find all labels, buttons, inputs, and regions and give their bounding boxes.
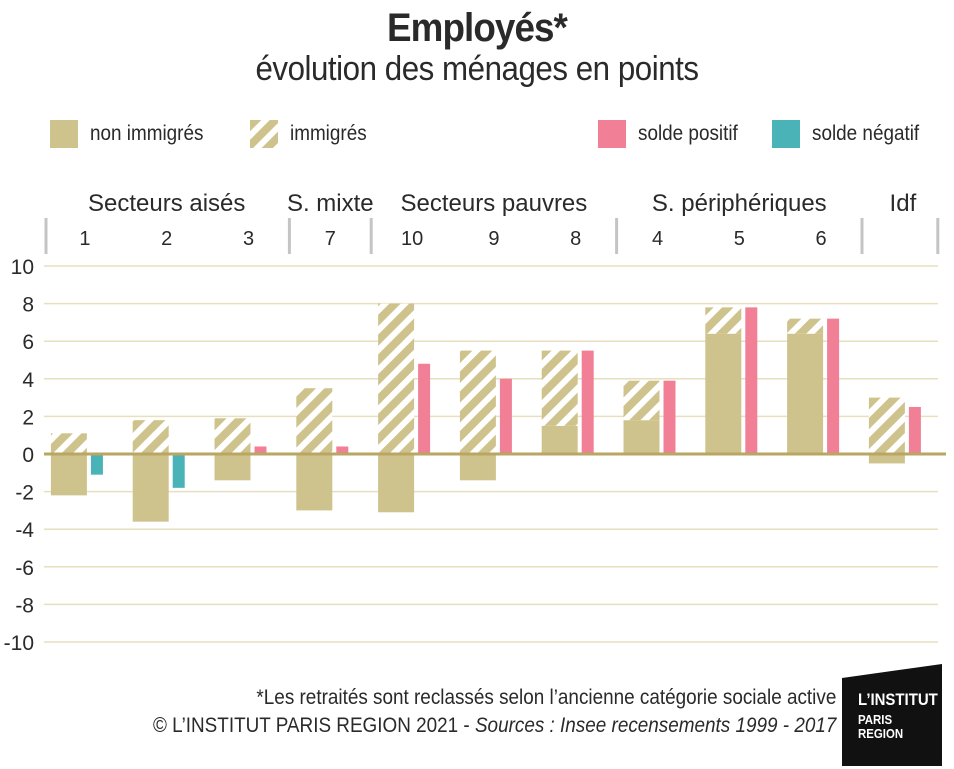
logo-line-2a: PARIS: [858, 712, 893, 727]
bar-immigres: [787, 318, 824, 334]
bar-immigres: [623, 380, 660, 421]
category-label: 2: [161, 228, 172, 250]
bar-solde-positif: [581, 350, 594, 454]
group-label: Secteurs aisés: [88, 190, 245, 217]
y-tick-label: 6: [22, 331, 34, 354]
y-axis: 10 8 6 4 2 0 -2 -4 -6 -8 -10: [4, 256, 35, 655]
legend-label-non-immigres: non immigrés: [90, 122, 204, 145]
bar-immigres: [541, 350, 578, 426]
legend-solde-positif: solde positif: [598, 120, 749, 148]
category-label: 5: [734, 228, 745, 250]
bar-immigres: [296, 388, 333, 454]
legend-immigres: immigrés: [250, 120, 375, 148]
group-headers: Secteurs aisés 1 2 3 S. mixte 7 Secteurs pauvr…: [44, 190, 940, 254]
bar-non-immigres: [50, 454, 87, 496]
bar-immigres: [378, 303, 415, 454]
source-line: © L’INSTITUT PARIS REGION 2021 - Sources…: [153, 714, 836, 738]
y-tick-label: -8: [15, 594, 34, 617]
bar-non-immigres: [623, 420, 660, 454]
sources-text: Sources : Insee recensements 1999 - 2017: [474, 714, 836, 737]
logo-line-2b: REGION: [858, 726, 904, 741]
legend-swatch-solde-negatif: [772, 120, 800, 148]
legend-solde-negatif: solde négatif: [772, 120, 931, 148]
group-label: Idf: [890, 190, 917, 217]
y-tick-label: -6: [15, 557, 34, 580]
legend-swatch-non-immigres: [50, 120, 78, 148]
bar-non-immigres: [132, 454, 169, 522]
bar-immigres: [50, 433, 87, 454]
y-tick-label: 0: [22, 444, 34, 467]
bar-solde-positif: [336, 446, 349, 454]
y-tick-label: 10: [11, 256, 34, 279]
bar-non-immigres: [378, 454, 415, 513]
copyright-text: © L’INSTITUT PARIS REGION 2021 -: [152, 714, 475, 737]
legend-swatch-solde-positif: [598, 120, 626, 148]
bar-non-immigres: [705, 333, 742, 454]
legend-non-immigres: non immigrés: [50, 120, 216, 148]
logo-line-1: L’INSTITUT: [858, 690, 938, 709]
bar-non-immigres: [296, 454, 333, 511]
bar-non-immigres: [214, 454, 251, 481]
category-label: 6: [816, 228, 827, 250]
group-label: Secteurs pauvres: [401, 190, 588, 217]
category-label: 9: [488, 228, 499, 250]
legend-label-solde-negatif: solde négatif: [812, 122, 920, 145]
bar-solde-positif: [254, 446, 267, 454]
category-label: 7: [325, 228, 336, 250]
category-label: 4: [652, 228, 663, 250]
y-tick-label: -4: [15, 519, 34, 542]
group-label: S. périphériques: [652, 190, 827, 217]
y-tick-label: -10: [4, 632, 34, 655]
category-label: 10: [401, 228, 423, 250]
institut-logo: [842, 664, 942, 766]
chart-subtitle: évolution des ménages en points: [255, 50, 699, 88]
bar-non-immigres: [868, 454, 905, 464]
legend-swatch-immigres: [250, 120, 278, 148]
y-tick-label: 4: [22, 369, 34, 392]
bar-immigres: [214, 418, 251, 454]
category-label: 8: [570, 228, 581, 250]
y-tick-label: -2: [15, 482, 34, 505]
bar-non-immigres: [459, 454, 496, 481]
legend-label-solde-positif: solde positif: [638, 122, 738, 145]
logo-line-2: PARIS REGION: [858, 713, 903, 741]
y-tick-label: 2: [22, 406, 34, 429]
bar-solde-positif: [745, 307, 758, 454]
group-label: S. mixte: [287, 190, 374, 217]
legend-label-immigres: immigrés: [290, 122, 367, 145]
footnote: *Les retraités sont reclassés selon l’an…: [256, 686, 836, 709]
y-tick-label: 8: [22, 294, 34, 317]
bars: [44, 303, 946, 522]
bar-solde-positif: [663, 380, 676, 454]
bar-immigres: [868, 397, 905, 454]
bar-solde-positif: [499, 378, 512, 454]
bar-non-immigres: [541, 425, 578, 454]
category-label: 1: [79, 228, 90, 250]
chart-title: Employés*: [387, 6, 568, 50]
bar-non-immigres: [787, 333, 824, 454]
bar-immigres: [459, 350, 496, 454]
legend: non immigrés immigrés solde positif sold…: [0, 120, 954, 160]
bar-solde-positif: [418, 363, 431, 454]
bar-solde-positif: [827, 318, 840, 454]
bar-solde-negatif: [172, 454, 185, 488]
category-label: 3: [243, 228, 254, 250]
bar-solde-negatif: [90, 454, 103, 475]
bar-solde-positif: [908, 407, 921, 454]
bar-immigres: [132, 420, 169, 454]
bar-immigres: [705, 307, 742, 334]
